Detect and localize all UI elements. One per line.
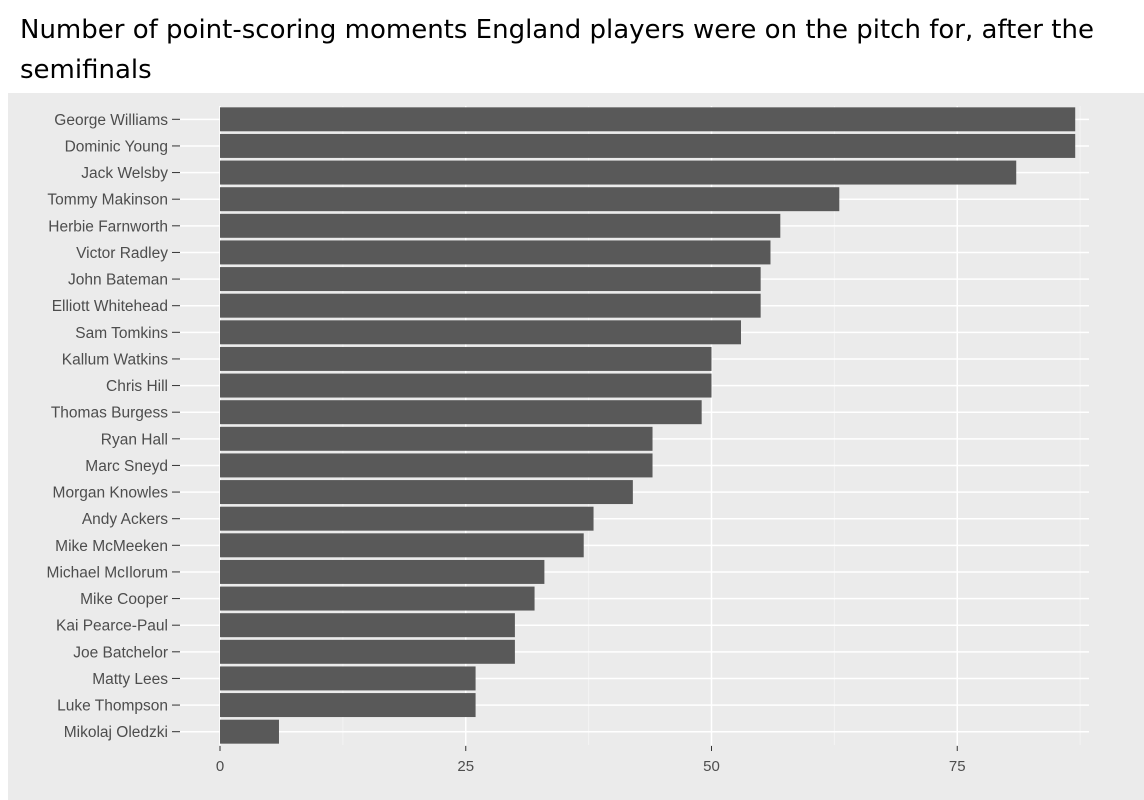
y-tick-label: Tommy Makinson: [47, 192, 168, 209]
bar: [220, 400, 702, 425]
bar: [220, 639, 515, 664]
y-tick-label: Sam Tomkins: [75, 325, 168, 342]
bar: [220, 346, 712, 371]
bar: [220, 480, 633, 505]
x-tick-label: 50: [703, 758, 720, 775]
y-tick-label: Joe Batchelor: [73, 644, 168, 661]
bar: [220, 107, 1076, 132]
y-tick-label: Matty Lees: [92, 671, 168, 688]
bar: [220, 453, 653, 478]
bar: [220, 719, 279, 744]
y-tick-label: Chris Hill: [106, 378, 168, 395]
bar: [220, 133, 1076, 158]
bar: [220, 187, 840, 212]
y-tick-label: Andy Ackers: [82, 511, 168, 528]
x-tick-label: 75: [949, 758, 966, 775]
y-tick-label: Dominic Young: [65, 138, 168, 155]
bar: [220, 320, 741, 345]
y-tick-label: George Williams: [54, 112, 168, 129]
y-tick-label: John Bateman: [68, 272, 168, 289]
bar: [220, 559, 545, 584]
bar: [220, 160, 1017, 185]
y-tick-label: Morgan Knowles: [53, 485, 169, 502]
y-tick-label: Kallum Watkins: [62, 351, 168, 368]
y-tick-label: Mikolaj Oledzki: [64, 724, 168, 741]
chart-title: Number of point-scoring moments England …: [20, 15, 1094, 85]
y-tick-label: Michael McIlorum: [47, 564, 168, 581]
bar: [220, 613, 515, 638]
y-tick-label: Victor Radley: [76, 245, 168, 262]
y-tick-label: Elliott Whitehead: [52, 298, 168, 315]
bar: [220, 426, 653, 451]
bar: [220, 373, 712, 398]
plot-area: George Williams Dominic Young Jack Welsby T…: [8, 93, 1144, 800]
bar: [220, 267, 761, 292]
y-tick-label: Herbie Farnworth: [48, 218, 168, 235]
y-tick-label: Mike Cooper: [80, 591, 168, 608]
bar: [220, 213, 781, 238]
bar: [220, 693, 476, 718]
bar: [220, 533, 584, 558]
y-tick-label: Marc Sneyd: [85, 458, 168, 475]
bar-chart: George Williams Dominic Young Jack Welsby T…: [8, 93, 1144, 800]
y-tick-label: Kai Pearce-Paul: [56, 618, 168, 635]
y-tick-label: Jack Welsby: [81, 165, 168, 182]
bar: [220, 666, 476, 691]
bar: [220, 586, 535, 611]
bar: [220, 293, 761, 318]
y-tick-label: Mike McMeeken: [55, 538, 168, 555]
bar: [220, 506, 594, 531]
x-tick-label: 25: [457, 758, 474, 775]
bar: [220, 240, 771, 265]
x-tick-label: 0: [216, 758, 224, 775]
y-tick-label: Luke Thompson: [57, 698, 168, 715]
y-tick-label: Ryan Hall: [101, 431, 168, 448]
y-tick-label: Thomas Burgess: [51, 405, 168, 422]
